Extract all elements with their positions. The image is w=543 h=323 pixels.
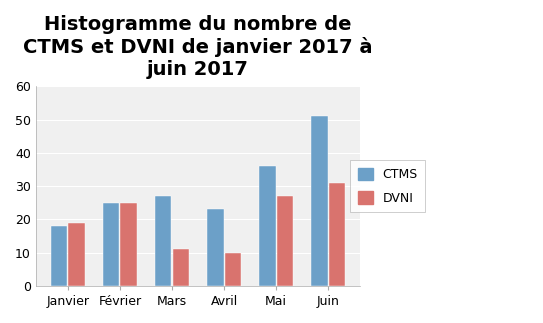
- Bar: [259, 166, 276, 286]
- Legend: CTMS, DVNI: CTMS, DVNI: [350, 160, 425, 212]
- Bar: [68, 223, 85, 286]
- Bar: [103, 203, 119, 286]
- Bar: [329, 183, 345, 286]
- Bar: [173, 249, 189, 286]
- Bar: [277, 196, 293, 286]
- Bar: [155, 196, 172, 286]
- Bar: [311, 116, 328, 286]
- Bar: [121, 203, 137, 286]
- Bar: [50, 226, 67, 286]
- Title: Histogramme du nombre de
CTMS et DVNI de janvier 2017 à
juin 2017: Histogramme du nombre de CTMS et DVNI de…: [23, 15, 373, 79]
- Bar: [225, 253, 241, 286]
- Bar: [207, 209, 224, 286]
